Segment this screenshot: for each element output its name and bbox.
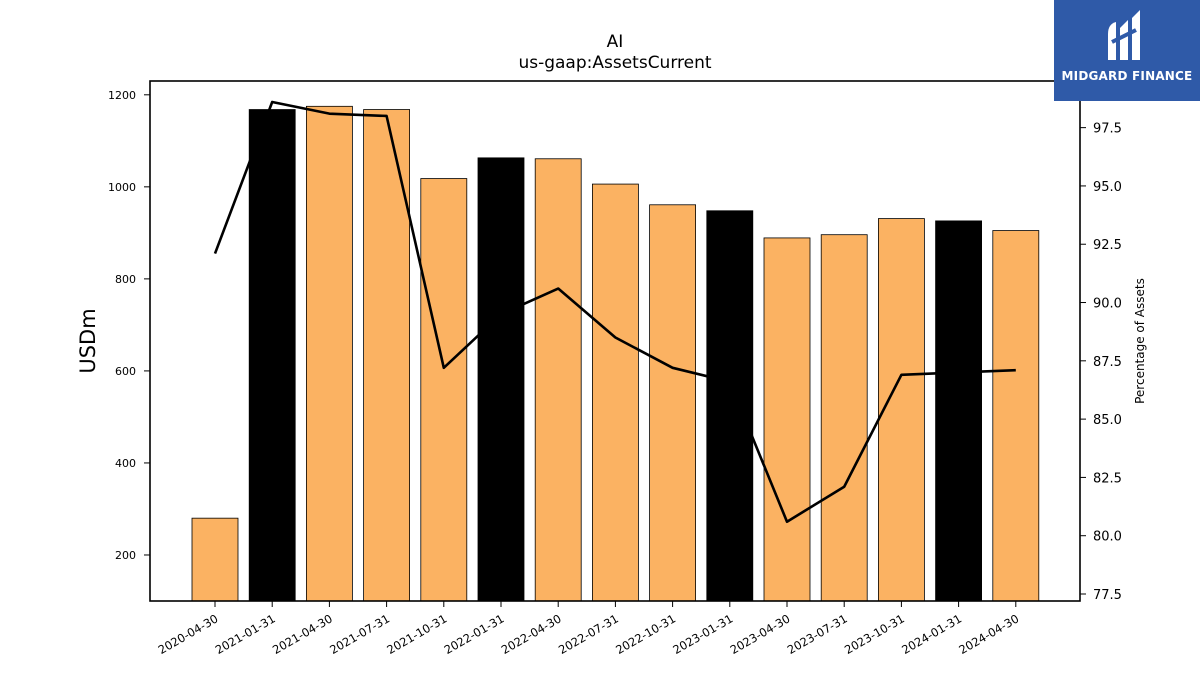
y2-tick-label: 92.5: [1093, 238, 1122, 253]
x-tick-label: 2023-10-31: [842, 611, 907, 657]
bar-series: [191, 105, 1040, 602]
x-tick-label: 2022-01-31: [442, 611, 507, 657]
logo-mark-icon: [1108, 10, 1140, 60]
bar-2022-10-31: [649, 204, 696, 602]
y2-axis-label: Percentage of Assets: [1133, 278, 1147, 404]
y2-tick-label: 95.0: [1093, 180, 1122, 195]
y-tick-label: 200: [115, 549, 136, 562]
bar-2023-04-30: [763, 237, 811, 602]
y-tick-label: 400: [115, 457, 136, 470]
bar-2020-04-30: [191, 517, 239, 602]
bar-2023-01-31: [706, 210, 754, 602]
y-tick-label: 1200: [108, 89, 136, 102]
y2-tick-label: 87.5: [1093, 355, 1122, 370]
x-tick-label: 2024-04-30: [956, 611, 1021, 657]
y2-tick-label: 97.5: [1093, 122, 1122, 137]
x-tick-label: 2023-01-31: [670, 611, 735, 657]
x-tick-label: 2021-07-31: [327, 611, 392, 657]
x-tick-label: 2022-04-30: [499, 611, 564, 657]
bar-2022-07-31: [592, 183, 639, 602]
bar-2023-07-31: [820, 234, 868, 602]
x-tick-label: 2022-10-31: [613, 611, 678, 657]
bar-2021-04-30: [305, 105, 353, 602]
y-tick-label: 800: [115, 273, 136, 286]
y2-tick-label: 85.0: [1093, 413, 1122, 428]
x-tick-label: 2023-04-30: [728, 611, 793, 657]
bar-2022-01-31: [477, 157, 525, 602]
brand-logo: MIDGARD FINANCE: [1054, 0, 1200, 101]
chart-title: AI: [606, 32, 624, 52]
bar-2024-04-30: [992, 230, 1040, 602]
x-tick-label: 2021-10-31: [384, 611, 449, 657]
x-tick-label: 2021-01-31: [213, 611, 278, 657]
x-tick-label: 2023-07-31: [785, 611, 850, 657]
y-tick-label: 1000: [108, 181, 136, 194]
x-tick-label: 2021-04-30: [270, 611, 335, 657]
bar-2023-10-31: [878, 218, 925, 602]
bar-2021-01-31: [248, 109, 296, 602]
bar-2022-04-30: [534, 158, 582, 602]
y2-tick-label: 77.5: [1093, 588, 1122, 603]
bar-2024-01-31: [935, 220, 982, 602]
x-axis-ticks: 2020-04-302021-01-312021-04-302021-07-31…: [156, 601, 1021, 657]
percentage-line: [213, 100, 1016, 524]
bar-2021-07-31: [363, 109, 411, 602]
x-tick-label: 2024-01-31: [899, 611, 964, 657]
y-tick-label: 600: [115, 365, 136, 378]
x-tick-label: 2020-04-30: [156, 611, 221, 657]
y-axis-label: USDm: [76, 308, 100, 373]
x-tick-label: 2022-07-31: [556, 611, 621, 657]
y2-tick-label: 82.5: [1093, 471, 1122, 486]
logo-text: MIDGARD FINANCE: [1061, 69, 1193, 83]
left-axis-ticks: 200 400 600 800 1000 1200: [108, 89, 150, 562]
right-axis-ticks: 77.5 80.0 82.5 85.0 87.5 90.0 92.5 95.0 97.5: [1080, 122, 1122, 603]
y2-tick-label: 90.0: [1093, 297, 1122, 312]
bar-2021-10-31: [420, 178, 468, 602]
chart-subtitle: us-gaap:AssetsCurrent: [518, 53, 712, 73]
y2-tick-label: 80.0: [1093, 530, 1122, 545]
